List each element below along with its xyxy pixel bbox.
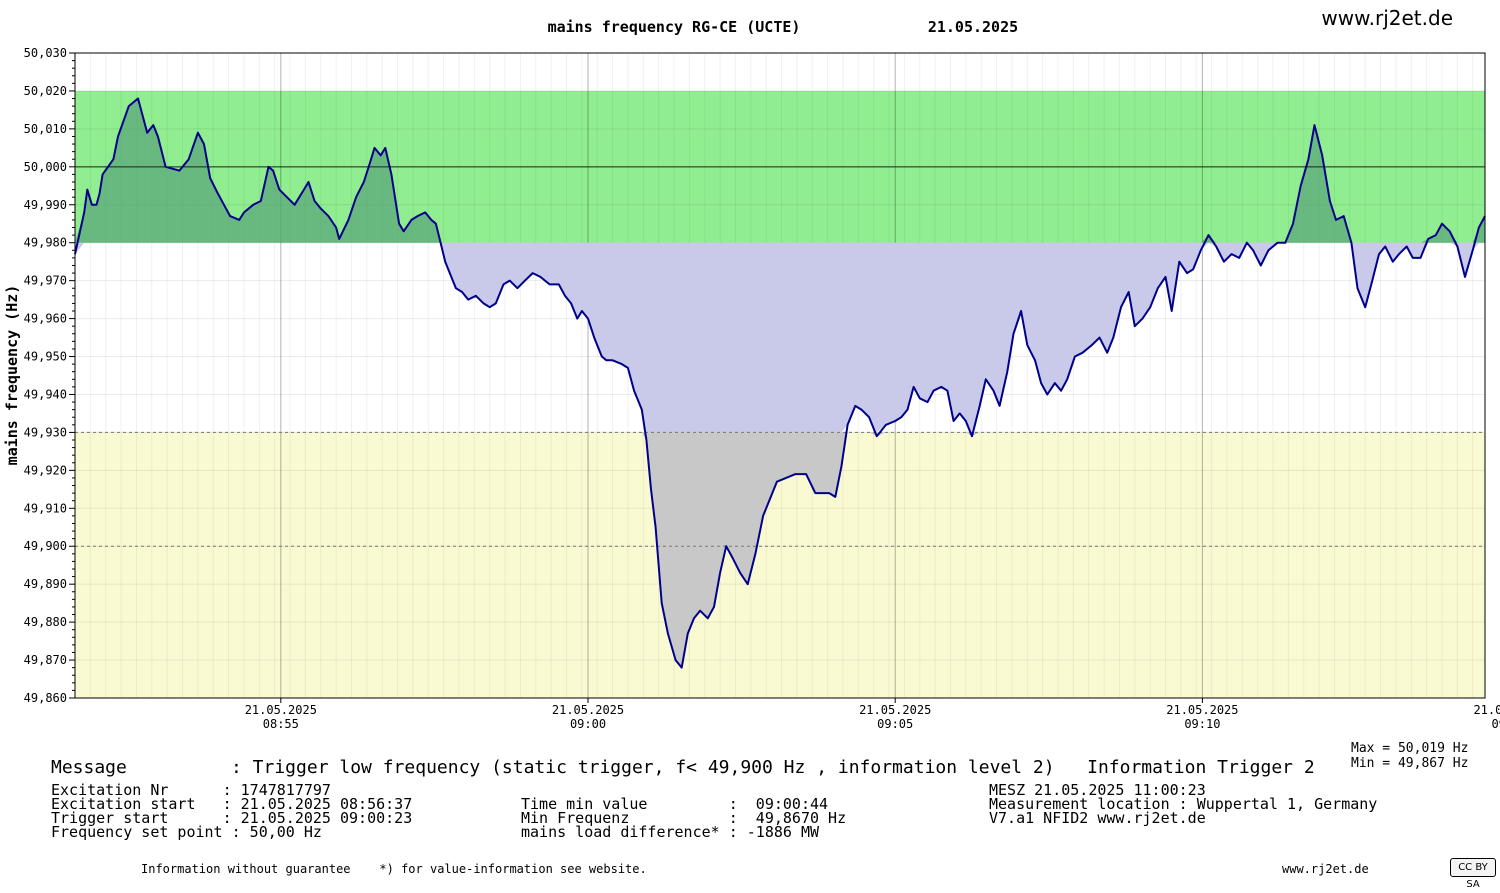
series-lines: [74, 97, 1486, 669]
y-tick-label-3: 49,890: [24, 577, 67, 591]
y-tick-label-10: 49,960: [24, 312, 67, 326]
chart-title: mains frequency RG-CE (UCTE): [548, 18, 801, 36]
version: V7.a1 NFID2 www.rj2et.de: [989, 809, 1206, 827]
message-text: : Trigger low frequency (static trigger,…: [231, 757, 1315, 778]
y-tick-label-12: 49,980: [24, 236, 67, 250]
trigger-start: Trigger start : 21.05.2025 09:00:23: [51, 809, 413, 827]
y-tick-label-11: 49,970: [24, 274, 67, 288]
cc-license-icon[interactable]: CC BY SA: [1450, 858, 1496, 890]
y-tick-label-15: 50,010: [24, 122, 67, 136]
excitation-nr: Excitation Nr : 1747817797: [51, 781, 331, 799]
fill-above-band: [75, 98, 1485, 243]
mains-load-difference: mains load difference* : -1886 MW: [521, 823, 820, 841]
y-axis-label: mains frequency (Hz): [3, 285, 21, 466]
y-tick-label-7: 49,930: [24, 425, 67, 439]
x-tick-time-1: 09:00: [570, 717, 606, 731]
x-tick-date-3: 21.05.2025: [1166, 703, 1238, 717]
y-tick-label-13: 49,990: [24, 198, 67, 212]
site-url[interactable]: www.rj2et.de: [1321, 6, 1453, 30]
fill-below-band: [75, 242, 1485, 433]
y-tick-label-2: 49,880: [24, 615, 67, 629]
time-min-value: Time min value : 09:00:44: [521, 795, 829, 813]
x-tick-date-1: 21.05.2025: [552, 703, 624, 717]
min-stat: Min = 49,867 Hz: [1351, 756, 1469, 771]
x-tick-date-4: 21.05.2025: [1473, 703, 1500, 717]
mesz-timestamp: MESZ 21.05.2025 11:00:23: [989, 781, 1206, 799]
message-label: Message: [51, 757, 127, 778]
x-tick-date-2: 21.05.2025: [859, 703, 931, 717]
x-tick-time-2: 09:05: [877, 717, 913, 731]
y-tick-label-6: 49,920: [24, 463, 67, 477]
max-stat: Max = 50,019 Hz: [1351, 741, 1469, 756]
y-tick-label-5: 49,910: [24, 501, 67, 515]
y-tick-labels: 49,860 49,870 49,880 49,890 49,900 49,910 49,9…: [24, 46, 67, 705]
y-tick-label-17: 50,030: [24, 46, 67, 60]
x-tick-date-0: 21.05.2025: [245, 703, 317, 717]
x-tick-labels: 21.05.202508:5521.05.202509:0021.05.2025…: [245, 703, 1500, 731]
plot-frame: [74, 52, 1486, 699]
chart-date: 21.05.2025: [928, 18, 1018, 36]
y-tick-label-8: 49,940: [24, 387, 67, 401]
series-line-0: [74, 97, 1486, 669]
x-tick-time-4: 09:15: [1492, 717, 1500, 731]
reference-lines: [75, 166, 1485, 547]
y-tick-label-0: 49,860: [24, 691, 67, 705]
y-tick-label-4: 49,900: [24, 539, 67, 553]
y-tick-label-9: 49,950: [24, 350, 67, 364]
axes: [69, 52, 1486, 703]
disclaimer: Information without guarantee *) for val…: [141, 862, 647, 876]
y-tick-label-16: 50,020: [24, 84, 67, 98]
measurement-location: Measurement location : Wuppertal 1, Germ…: [989, 795, 1378, 813]
footer-site[interactable]: www.rj2et.de: [1282, 862, 1369, 876]
min-frequency: Min Frequenz : 49,8670 Hz: [521, 809, 847, 827]
excitation-start: Excitation start : 21.05.2025 08:56:37: [51, 795, 413, 813]
y-tick-label-1: 49,870: [24, 653, 67, 667]
x-tick-time-0: 08:55: [263, 717, 299, 731]
frequency-set-point: Frequency set point : 50,00 Hz: [51, 823, 322, 841]
x-tick-time-3: 09:10: [1184, 717, 1220, 731]
y-tick-label-14: 50,000: [24, 160, 67, 174]
grid-lines: [75, 52, 1485, 699]
